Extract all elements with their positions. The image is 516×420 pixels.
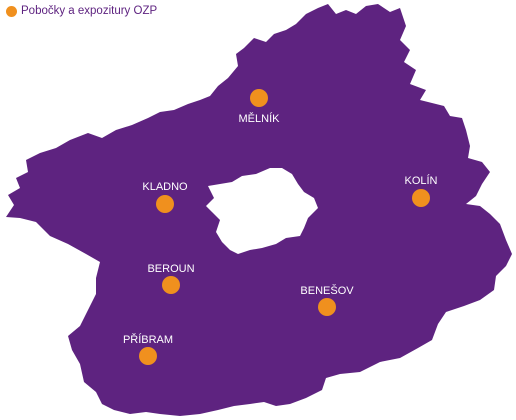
legend-label: Pobočky a expozitury OZP — [21, 5, 158, 17]
city-label-melnik: MĚLNÍK — [239, 112, 281, 125]
city-marker-pribram[interactable]: PŘÍBRAM — [123, 333, 173, 365]
legend-marker-icon — [6, 5, 17, 17]
city-marker-beroun[interactable]: BEROUN — [147, 263, 195, 294]
city-label-pribram: PŘÍBRAM — [123, 333, 173, 346]
map-legend: Pobočky a expozitury OZP — [6, 5, 157, 17]
city-label-kolin: KOLÍN — [404, 174, 437, 187]
city-marker-benesov[interactable]: BENEŠOV — [300, 284, 354, 316]
city-label-benesov: BENEŠOV — [300, 284, 354, 297]
city-label-beroun: BEROUN — [147, 263, 194, 275]
city-marker-kolin[interactable]: KOLÍN — [404, 174, 438, 207]
city-marker-melnik[interactable]: MĚLNÍK — [239, 89, 281, 125]
city-label-kladno: KLADNO — [142, 181, 188, 193]
region-shape — [6, 4, 512, 416]
city-marker-kladno[interactable]: KLADNO — [142, 181, 188, 213]
